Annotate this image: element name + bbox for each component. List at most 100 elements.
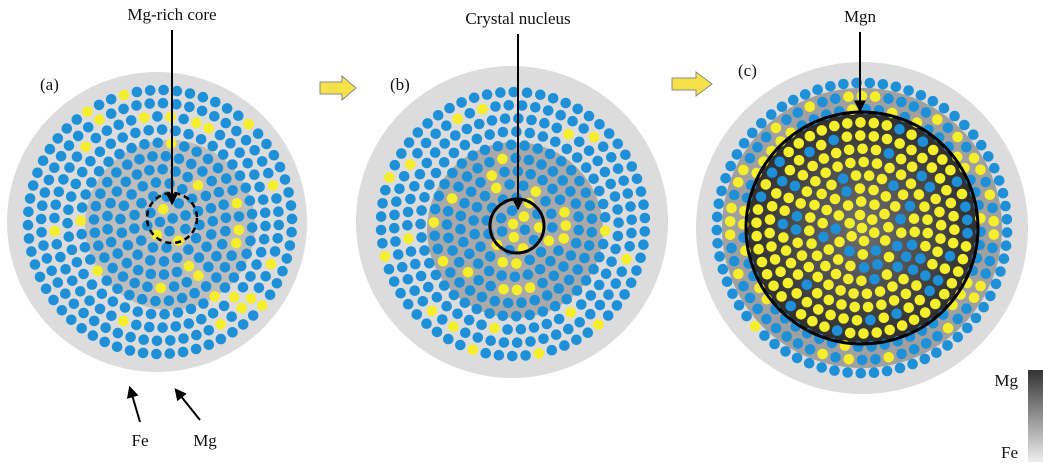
atom [468,150,479,161]
atom [843,91,854,102]
atom [139,112,150,123]
atom [610,244,621,255]
atom [235,170,246,181]
atom [939,103,950,114]
atom [945,251,956,262]
atom [182,172,193,183]
atom [169,281,180,292]
atom [172,86,183,97]
atom [102,177,113,188]
atom [924,286,935,297]
atom [87,279,98,290]
atom [256,247,267,258]
atom [833,254,844,265]
atom [431,270,442,281]
atom [980,177,991,188]
atom [574,137,585,148]
atom [792,353,803,364]
atom [581,188,592,199]
legend-label: Mg [994,371,1018,390]
atom [807,161,818,172]
atom [865,315,876,326]
atom [524,255,535,266]
atom [81,142,92,153]
atom [834,237,845,248]
atom [45,144,56,155]
atom [891,82,902,93]
atom [484,129,495,140]
atom [62,123,73,134]
atom [227,327,238,338]
atom [872,158,883,169]
atom [961,142,972,153]
atom [477,104,488,115]
atom [449,148,460,159]
atom [941,185,952,196]
atom [871,245,882,256]
atom [793,338,804,349]
atom [437,314,448,325]
atom [165,112,176,123]
atom [129,210,140,221]
atom [131,100,142,111]
atom [619,289,630,300]
atom [184,318,195,329]
atom [384,264,395,275]
atom [178,333,189,344]
atom [985,291,996,302]
atom [598,141,609,152]
atom [472,163,483,174]
atom [786,258,797,269]
atom [77,167,88,178]
atom [958,254,969,265]
atom [813,304,824,315]
atom [561,294,572,305]
atom [825,310,836,321]
atom [118,316,129,327]
atom [640,226,651,237]
atom [785,165,796,176]
atom [543,105,554,116]
atom [58,174,69,185]
atom [118,104,129,115]
atom [722,276,733,287]
atom [930,194,941,205]
atom [872,259,883,270]
atom [422,158,433,169]
atom [933,275,944,286]
atom [136,198,147,209]
atom [218,149,229,160]
atom [204,339,215,350]
atom [878,79,889,90]
atom [559,233,570,244]
atom [920,307,931,318]
atom [915,253,926,264]
atom [770,254,781,265]
atom [165,348,176,359]
atom [106,311,117,322]
atom [998,188,1009,199]
atom [953,266,964,277]
atom [824,244,835,255]
atom [84,295,95,306]
atom [380,251,391,262]
atom [943,323,954,334]
atom [523,269,534,280]
atom [455,340,466,351]
atom [499,337,510,348]
atom [892,241,903,252]
atom [196,314,207,325]
atom [444,103,455,114]
atom [554,314,565,325]
atom [812,272,823,283]
atom [830,93,841,104]
atom [548,93,559,104]
atom [806,238,817,249]
atom [551,329,562,340]
atom [627,161,638,172]
atom [816,362,827,373]
atom [563,324,574,335]
atom [412,309,423,320]
atom [152,336,163,347]
atom [210,291,221,302]
